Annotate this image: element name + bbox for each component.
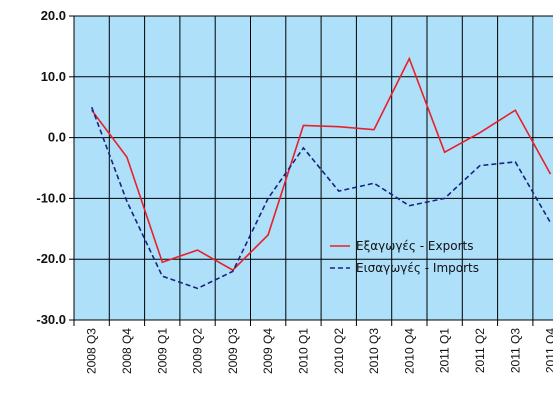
- legend-label-imports: Εισαγωγές - Imports: [356, 261, 479, 275]
- x-tick-label: 2011 Q2: [473, 328, 487, 373]
- x-tick-label: 2008 Q3: [85, 328, 99, 374]
- series-line-imports: [90, 106, 552, 290]
- y-tick-label: 0.0: [48, 130, 66, 145]
- x-tick-label: 2008 Q4: [120, 328, 134, 374]
- y-axis-ticks: 20.0 10.0 0.0 -10.0 -20.0 -30.0: [36, 8, 66, 327]
- legend-item-exports: Εξαγωγές - Exports: [330, 239, 473, 253]
- series-line-exports: [91, 56, 552, 272]
- x-tick-label: 2010 Q2: [332, 328, 346, 374]
- series: [90, 56, 552, 290]
- x-tick-label: 2010 Q4: [402, 328, 416, 374]
- y-tick-label: -30.0: [36, 312, 66, 327]
- legend-item-imports: Εισαγωγές - Imports: [330, 261, 479, 275]
- legend-label-exports: Εξαγωγές - Exports: [356, 239, 473, 253]
- y-tick-label: 10.0: [41, 69, 66, 84]
- x-tick-label: 2011 Q3: [508, 328, 522, 373]
- legend: Εξαγωγές - Exports Εισαγωγές - Imports: [330, 239, 479, 275]
- x-tick-label: 2009 Q3: [226, 328, 240, 374]
- y-tick-label: 20.0: [41, 8, 66, 23]
- y-tick-label: -10.0: [36, 190, 66, 205]
- x-tick-label: 2010 Q1: [296, 328, 310, 374]
- x-tick-label: 2011 Q4: [544, 328, 553, 373]
- x-tick-label: 2009 Q4: [261, 328, 275, 374]
- x-tick-label: 2009 Q2: [191, 328, 205, 374]
- plot-area: [74, 16, 553, 320]
- x-tick-label: 2011 Q1: [438, 328, 452, 373]
- y-tick-label: -20.0: [36, 251, 66, 266]
- x-tick-label: 2009 Q1: [155, 328, 169, 374]
- x-axis-ticks: 2008 Q3 2008 Q4 2009 Q1 2009 Q2 2009 Q3 2009 …: [85, 328, 553, 374]
- grid: [69, 15, 553, 326]
- x-tick-label: 2010 Q3: [367, 328, 381, 374]
